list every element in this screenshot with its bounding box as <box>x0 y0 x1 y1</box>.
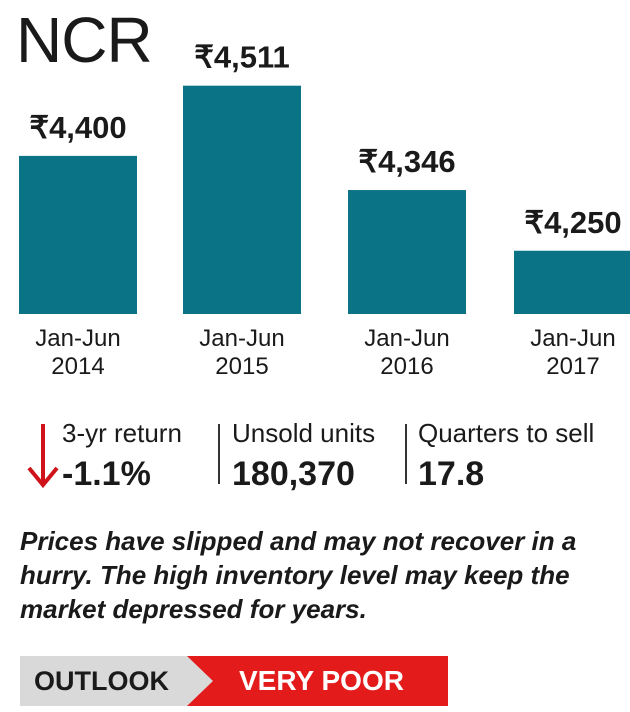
bar-2016 <box>348 190 466 314</box>
value-label: ₹4,400 <box>29 110 126 145</box>
value-label: ₹4,346 <box>358 144 455 179</box>
value-label: ₹4,511 <box>194 40 290 75</box>
divider <box>405 424 407 484</box>
return-label: 3-yr return <box>62 418 182 448</box>
category-label: Jan-Jun <box>530 325 615 352</box>
chart-title: NCR <box>16 4 153 76</box>
bar-2017 <box>514 250 630 314</box>
category-label: 2015 <box>215 353 268 380</box>
category-label: Jan-Jun <box>199 325 284 352</box>
category-label: 2014 <box>51 353 104 380</box>
unsold-label: Unsold units <box>232 418 376 448</box>
category-label: 2017 <box>546 353 599 380</box>
category-label: Jan-Jun <box>35 325 120 352</box>
bar-chart: ₹4,400Jan-Jun2014₹4,511Jan-Jun2015₹4,346… <box>19 40 630 380</box>
return-value: -1.1% <box>62 455 151 493</box>
commentary-text: Prices have slipped and may not recover … <box>20 526 577 624</box>
category-label: 2016 <box>380 353 433 380</box>
outlook-value: VERY POOR <box>187 656 448 706</box>
quarters-label: Quarters to sell <box>418 418 595 448</box>
outlook-banner: OUTLOOK VERY POOR <box>20 656 448 706</box>
outlook-label: OUTLOOK <box>20 656 213 706</box>
stat-quarters-to-sell: Quarters to sell 17.8 <box>418 418 594 494</box>
stat-unsold-units: Unsold units 180,370 <box>232 418 375 494</box>
unsold-value: 180,370 <box>232 455 355 493</box>
down-arrow-icon <box>27 424 59 489</box>
value-label: ₹4,250 <box>524 205 621 240</box>
divider <box>218 424 220 484</box>
category-label: Jan-Jun <box>364 325 449 352</box>
quarters-value: 17.8 <box>418 455 485 493</box>
stat-3yr-return: 3-yr return -1.1% <box>62 418 182 494</box>
bar-2015 <box>183 85 301 314</box>
bar-2014 <box>19 155 137 314</box>
